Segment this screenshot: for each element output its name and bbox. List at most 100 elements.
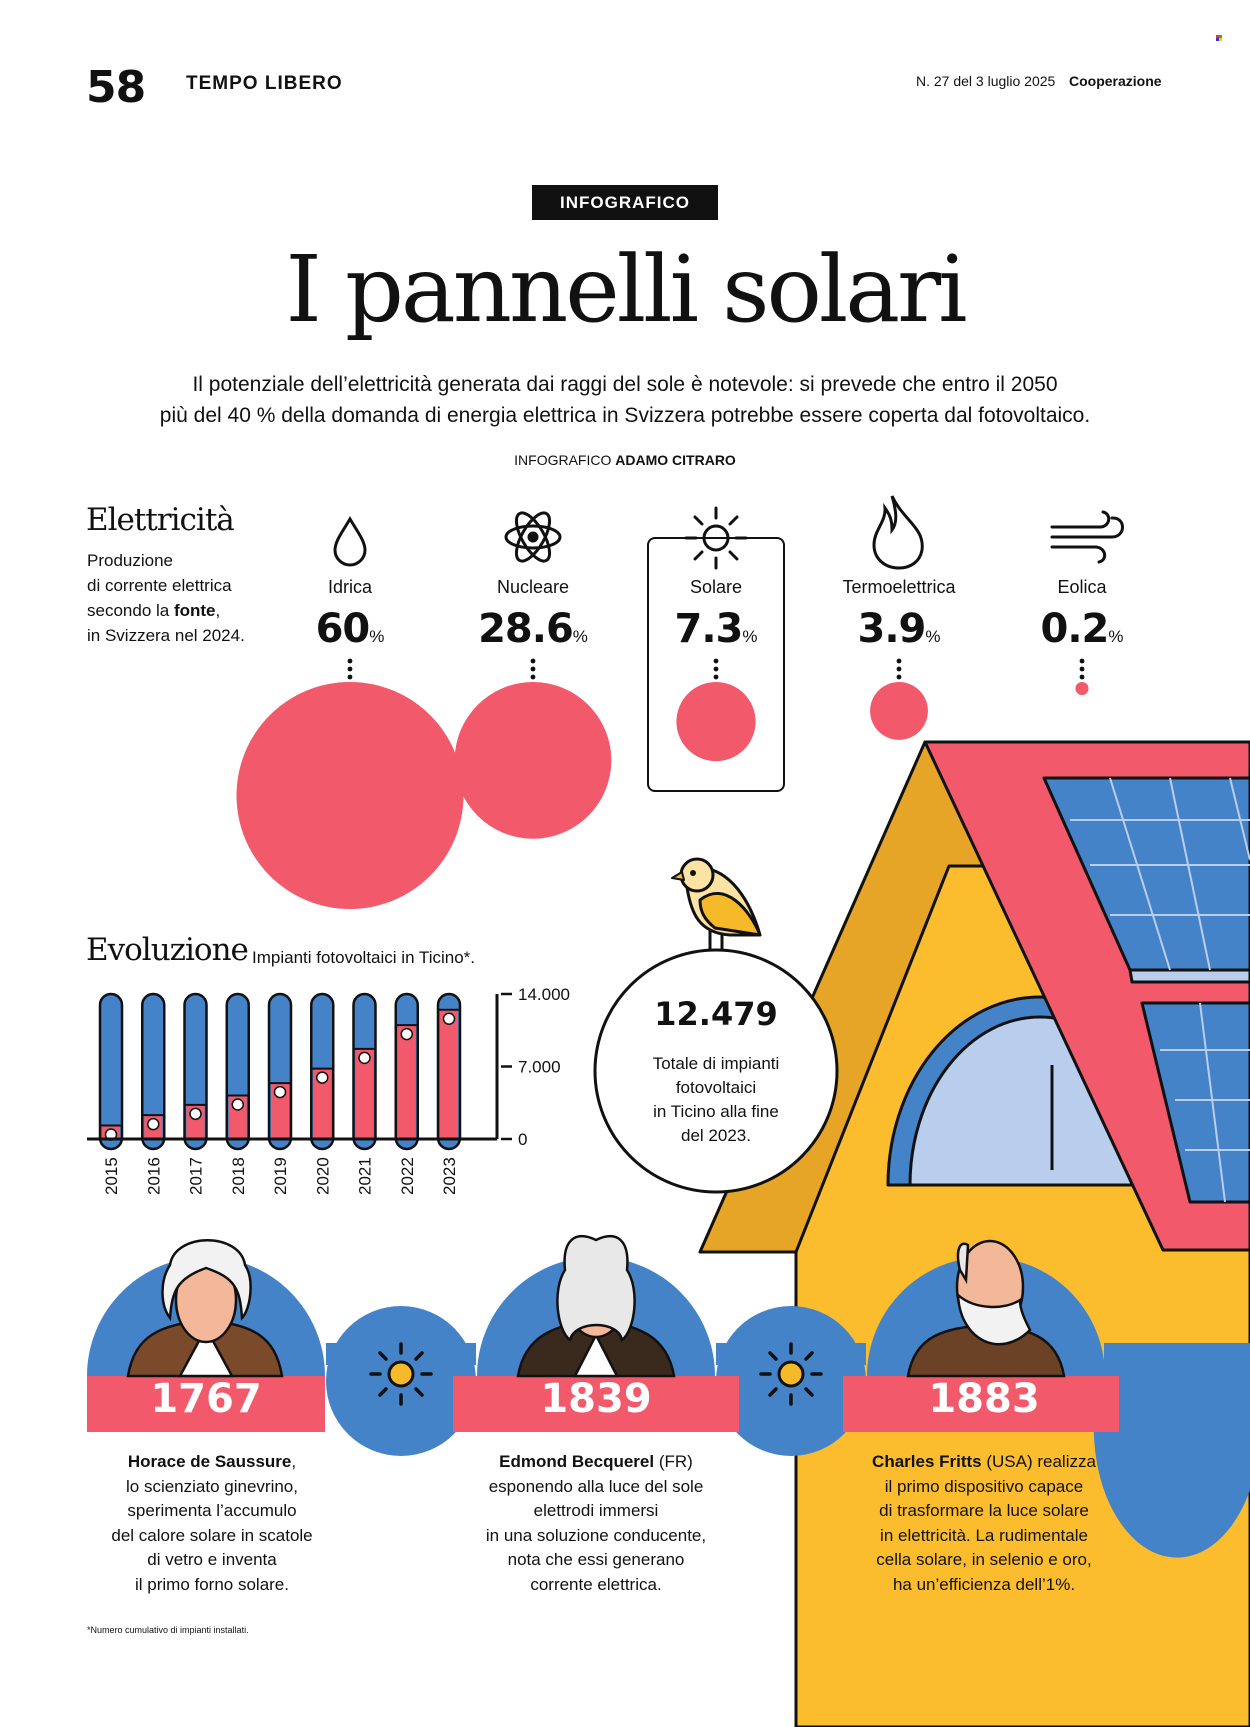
- electricity-description: Produzione di corrente elettrica secondo…: [87, 548, 245, 648]
- leader-dot: [896, 674, 902, 680]
- electricity-desc-line: Produzione: [87, 551, 174, 570]
- source-value-solare: 7.3%: [621, 606, 811, 652]
- wind-icon: [1050, 510, 1124, 564]
- total-line: in Ticino alla fine: [653, 1102, 779, 1121]
- bar-value: [440, 1009, 458, 1139]
- bio-name: Horace de Saussure: [127, 1452, 292, 1471]
- section-label: TEMPO LIBERO: [186, 73, 343, 94]
- bar-marker: [316, 1071, 329, 1084]
- bio-line: corrente elettrica.: [530, 1574, 662, 1594]
- house-illustration: [698, 740, 1250, 1727]
- water-drop-icon: [333, 516, 367, 567]
- bubble-chart: [236, 537, 1089, 909]
- footnote: *Numero cumulativo di impianti installat…: [87, 1625, 249, 1635]
- portrait-becquerel: [516, 1235, 676, 1378]
- bio-line: il primo forno solare.: [134, 1574, 289, 1594]
- bar-marker: [189, 1107, 202, 1121]
- solare-highlight-box: [647, 537, 785, 792]
- bio-line: esponendo alla luce del sole: [488, 1476, 704, 1496]
- value-number: 28.6: [478, 606, 574, 652]
- bubble-termoelettrica: [870, 682, 928, 740]
- value-unit: %: [572, 627, 588, 646]
- x-tick-label: 2018: [229, 1157, 248, 1195]
- bar-marker: [231, 1098, 244, 1111]
- bio-fritts: Charles Fritts (USA) realizza il primo d…: [864, 1450, 1104, 1597]
- bar-marker: [358, 1051, 371, 1065]
- bio-line: in elettricità. La rudimentale: [880, 1525, 1088, 1545]
- bio-line: cella solare, in selenio e oro,: [876, 1550, 1092, 1569]
- bio-line: del calore solare in scatole: [111, 1525, 313, 1545]
- electricity-desc-line: in Svizzera nel 2024.: [87, 626, 245, 645]
- y-tick-label: 14.000: [518, 985, 570, 1004]
- bio-line: nota che essi generano: [507, 1550, 685, 1569]
- bio-line: in una soluzione conducente,: [485, 1525, 707, 1545]
- bio-line: il primo dispositivo capace: [884, 1476, 1084, 1496]
- evolution-subtitle: Impianti fotovoltaici in Ticino*.: [252, 948, 475, 967]
- bio-line: di trasformare la luce solare: [879, 1501, 1089, 1520]
- x-tick-label: 2021: [356, 1157, 375, 1195]
- value-unit: %: [369, 627, 385, 646]
- x-tick-label: 2016: [144, 1157, 163, 1195]
- bubble-eolica: [1075, 682, 1089, 696]
- bar-marker: [273, 1085, 287, 1099]
- x-tick-label: 2017: [187, 1157, 206, 1195]
- source-label-eolica: Eolica: [1057, 577, 1107, 597]
- bio-line: lo scienziato ginevrino,: [126, 1476, 298, 1496]
- subtitle-line: più del 40 % della domanda di energia el…: [159, 404, 1091, 427]
- sun-icon: [684, 506, 748, 570]
- total-line: fotovoltaici: [675, 1078, 757, 1097]
- year-1767: 1767: [150, 1376, 262, 1422]
- leader-dot: [1079, 666, 1085, 672]
- value-number: 60: [315, 606, 371, 652]
- value-number: 3.9: [857, 606, 927, 652]
- x-tick-label: 2020: [313, 1157, 332, 1195]
- total-description: Totale di impianti fotovoltaici in Ticin…: [610, 1052, 822, 1148]
- subtitle-line: Il potenziale dell’elettricità generata …: [192, 373, 1058, 396]
- source-label-termoelettrica: Termoelettrica: [842, 577, 956, 597]
- sun-icon: [369, 1342, 433, 1406]
- value-unit: %: [742, 627, 758, 646]
- portrait-fritts: [906, 1239, 1066, 1378]
- bird-illustration: [671, 857, 762, 955]
- total-circle: [593, 948, 839, 1194]
- leader-dot: [347, 658, 353, 664]
- bar-marker: [147, 1117, 160, 1131]
- bio-saussure: Horace de Saussure, lo scienziato ginevr…: [92, 1450, 332, 1597]
- value-number: 0.2: [1040, 606, 1110, 652]
- bio-name: Edmond Becquerel: [499, 1452, 655, 1471]
- bubble-solare: [676, 682, 756, 762]
- leader-dot: [530, 674, 536, 680]
- source-value-termoelettrica: 3.9%: [804, 606, 994, 652]
- x-tick-label: 2023: [440, 1157, 459, 1195]
- source-value-idrica: 60%: [255, 606, 445, 652]
- bio-line: di vetro e inventa: [147, 1550, 277, 1569]
- leader-dot: [530, 666, 536, 672]
- desc-bold: fonte: [173, 601, 216, 620]
- brand-label: Cooperazione: [1069, 73, 1162, 89]
- leader-dot: [347, 674, 353, 680]
- bar-marker: [400, 1027, 413, 1041]
- bar-value: [271, 1083, 289, 1139]
- bio-text: (FR): [654, 1452, 693, 1471]
- bar-track: [141, 992, 166, 1151]
- bio-line: Charles Fritts (USA) realizza: [864, 1450, 1104, 1475]
- bio-line: ha un’efficienza dell’1%.: [892, 1574, 1076, 1594]
- bio-name: Charles Fritts: [872, 1452, 982, 1471]
- desc-text: ,: [215, 601, 221, 620]
- bio-line: Horace de Saussure,: [92, 1450, 332, 1475]
- source-label-idrica: Idrica: [327, 577, 372, 597]
- electricity-desc-line: secondo la fonte,: [87, 598, 245, 623]
- source-value-eolica: 0.2%: [987, 606, 1177, 652]
- bubble-idrica: [236, 682, 464, 909]
- bio-line: Edmond Becquerel (FR): [476, 1450, 716, 1475]
- bio-text: (USA) realizza: [981, 1452, 1096, 1471]
- total-value: 12.479: [654, 995, 778, 1033]
- value-unit: %: [1108, 627, 1124, 646]
- year-1839: 1839: [540, 1376, 652, 1422]
- bio-line: sperimenta l’accumulo: [127, 1501, 297, 1520]
- leader-dot: [347, 666, 353, 672]
- value-unit: %: [925, 627, 941, 646]
- subtitle: Il potenziale dell’elettricità generata …: [0, 369, 1250, 431]
- value-number: 7.3: [674, 606, 744, 652]
- issue-label: N. 27 del 3 luglio 2025: [916, 73, 1056, 89]
